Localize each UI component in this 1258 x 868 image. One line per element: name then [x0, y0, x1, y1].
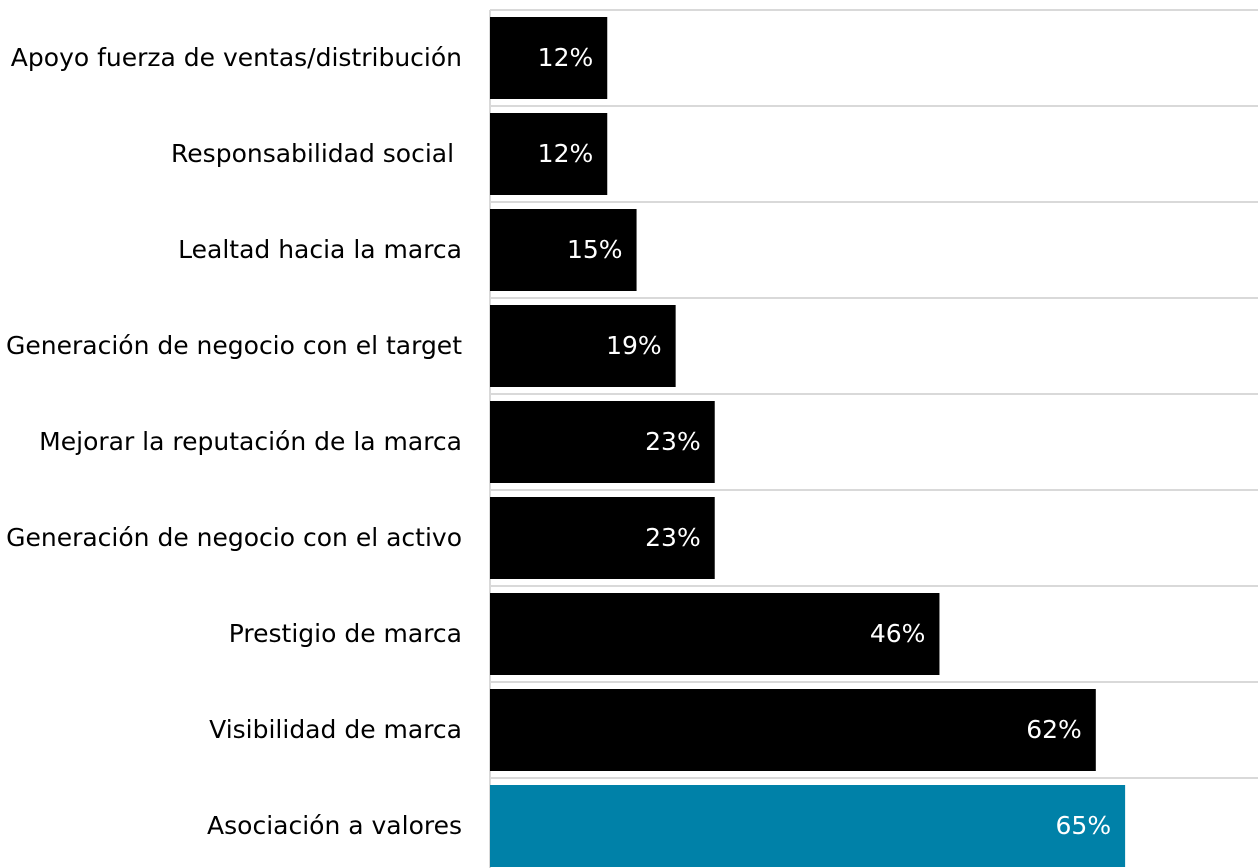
value-label: 19%	[606, 331, 662, 360]
bar	[490, 785, 1126, 867]
category-label: Generación de negocio con el target	[6, 331, 462, 360]
bar	[490, 17, 608, 99]
value-label: 23%	[645, 427, 701, 456]
value-label: 65%	[1056, 811, 1112, 840]
bar	[490, 113, 608, 195]
value-label: 15%	[567, 235, 623, 264]
value-label: 62%	[1026, 715, 1082, 744]
category-label: Visibilidad de marca	[209, 715, 462, 744]
category-label: Responsabilidad social	[171, 139, 462, 168]
bar	[490, 593, 940, 675]
bar	[490, 689, 1096, 771]
value-label: 12%	[538, 139, 594, 168]
bar	[490, 305, 676, 387]
category-label: Apoyo fuerza de ventas/distribución	[11, 43, 462, 72]
category-label: Prestigio de marca	[229, 619, 462, 648]
category-label: Generación de negocio con el activo	[6, 523, 462, 552]
value-label: 23%	[645, 523, 701, 552]
bar	[490, 209, 637, 291]
bar	[490, 401, 715, 483]
category-label: Mejorar la reputación de la marca	[39, 427, 462, 456]
bar	[490, 497, 715, 579]
value-label: 46%	[870, 619, 926, 648]
category-label: Asociación a valores	[207, 811, 462, 840]
value-label: 12%	[538, 43, 594, 72]
category-label: Lealtad hacia la marca	[178, 235, 462, 264]
